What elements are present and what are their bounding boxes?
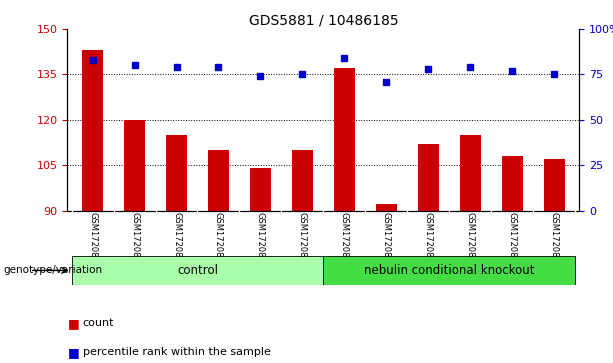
Text: GSM1720845: GSM1720845 [88, 212, 97, 268]
Text: GSM1720853: GSM1720853 [424, 212, 433, 268]
Text: GSM1720855: GSM1720855 [508, 212, 517, 268]
Text: GSM1720847: GSM1720847 [172, 212, 181, 268]
Bar [417, 144, 439, 211]
Bar [250, 168, 271, 211]
Text: GSM1720848: GSM1720848 [214, 212, 223, 268]
Text: GSM1720856: GSM1720856 [550, 212, 558, 268]
Text: GSM1720849: GSM1720849 [256, 212, 265, 268]
Bar [292, 150, 313, 211]
Text: GSM1720854: GSM1720854 [466, 212, 474, 268]
Text: count: count [83, 318, 114, 328]
Bar [208, 150, 229, 211]
Text: ■: ■ [67, 346, 79, 359]
Text: control: control [177, 264, 218, 277]
Text: genotype/variation: genotype/variation [3, 265, 102, 276]
Title: GDS5881 / 10486185: GDS5881 / 10486185 [248, 14, 398, 28]
Text: nebulin conditional knockout: nebulin conditional knockout [364, 264, 535, 277]
Bar [166, 135, 187, 211]
Bar [501, 156, 523, 211]
Text: ■: ■ [67, 317, 79, 330]
Bar [72, 256, 324, 285]
Bar [334, 68, 355, 211]
Text: percentile rank within the sample: percentile rank within the sample [83, 347, 270, 357]
Text: GSM1720851: GSM1720851 [340, 212, 349, 268]
Text: GSM1720846: GSM1720846 [130, 212, 139, 268]
Bar [82, 50, 103, 211]
Bar [460, 135, 481, 211]
Text: GSM1720852: GSM1720852 [382, 212, 391, 268]
Bar [324, 256, 575, 285]
Bar [124, 120, 145, 211]
Bar [544, 159, 565, 211]
Text: GSM1720850: GSM1720850 [298, 212, 307, 268]
Bar [376, 204, 397, 211]
